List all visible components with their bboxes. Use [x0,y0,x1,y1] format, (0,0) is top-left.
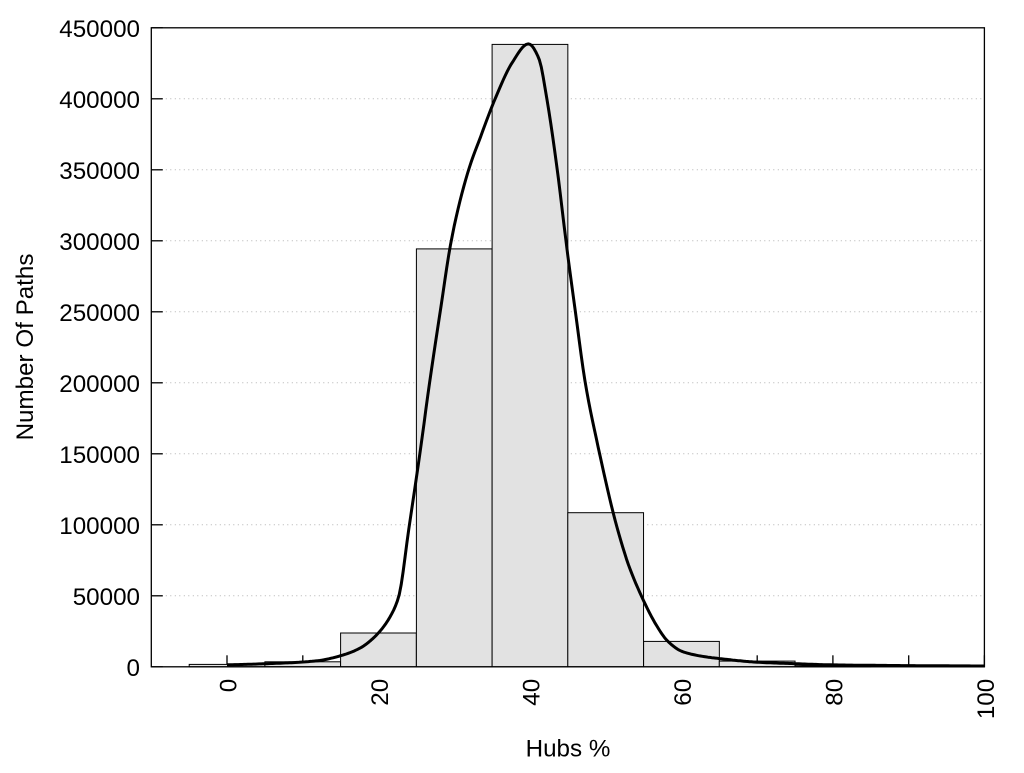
svg-text:400000: 400000 [59,87,140,114]
svg-text:20: 20 [367,679,394,706]
svg-text:40: 40 [519,679,546,706]
svg-text:0: 0 [127,655,140,682]
svg-text:0: 0 [216,679,243,692]
svg-text:60: 60 [670,679,697,706]
svg-text:50000: 50000 [73,584,140,611]
svg-text:80: 80 [821,679,848,706]
svg-text:100: 100 [973,679,1000,719]
svg-text:450000: 450000 [59,16,140,43]
svg-text:150000: 150000 [59,442,140,469]
svg-text:300000: 300000 [59,229,140,256]
svg-text:200000: 200000 [59,371,140,398]
svg-text:Hubs %: Hubs % [526,736,611,763]
svg-text:250000: 250000 [59,300,140,327]
svg-text:Number Of Paths: Number Of Paths [12,254,39,441]
svg-text:100000: 100000 [59,513,140,540]
svg-text:350000: 350000 [59,158,140,185]
